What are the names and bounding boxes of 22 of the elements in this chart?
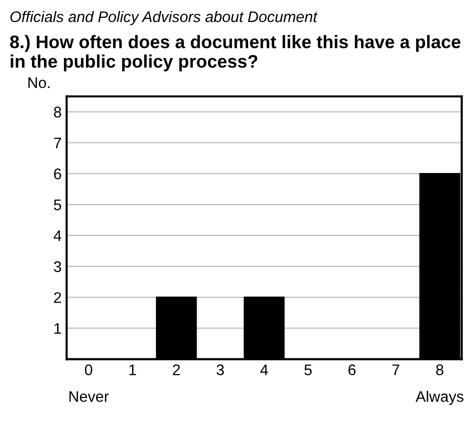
x-tick-label: 8	[436, 364, 444, 376]
y-tick-label: 3	[54, 261, 62, 272]
x-tick-label: 7	[392, 364, 400, 376]
text: Never	[69, 391, 109, 402]
chart-subtitle: Officials and Policy Advisors about Document	[10, 10, 318, 26]
y-tick-label: 2	[54, 292, 62, 303]
x-tick-label: 3	[216, 364, 224, 376]
x-tick-label: 6	[348, 364, 356, 376]
chart-title: 8.) How often does a document like this have a place in the public policy process?	[10, 35, 460, 72]
text: Always	[416, 390, 464, 405]
y-axis-title: No.	[28, 77, 50, 88]
x-tick-label: 2	[172, 364, 180, 376]
y-tick-label: 1	[54, 323, 62, 334]
x-tick-label: 1	[129, 364, 136, 376]
y-tick-label: 6	[54, 168, 62, 180]
y-tick-label: 7	[54, 138, 62, 148]
x-tick-label: 4	[260, 364, 268, 376]
x-tick-label: 5	[304, 364, 312, 376]
y-tick-label: 8	[54, 106, 62, 118]
x-tick-label: 0	[84, 364, 92, 376]
y-tick-label: 5	[54, 200, 62, 210]
y-tick-label: 4	[54, 230, 62, 242]
